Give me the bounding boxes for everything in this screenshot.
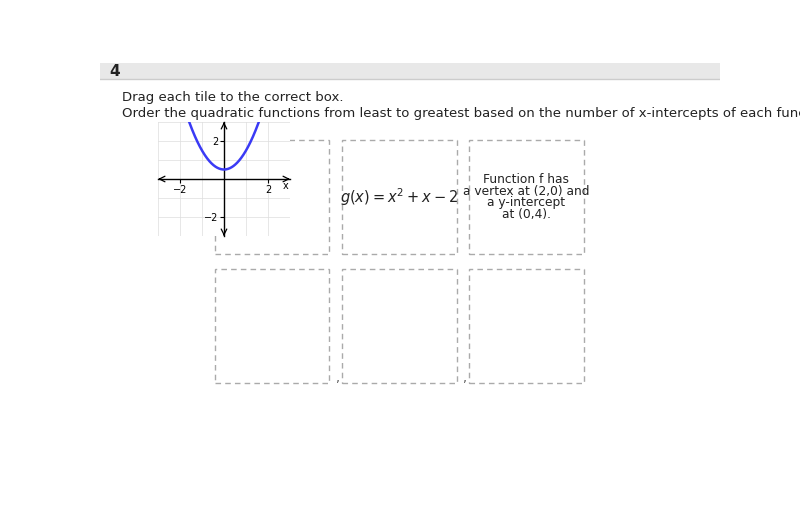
Text: ,: ,: [336, 372, 340, 386]
Bar: [100, 63, 720, 79]
FancyBboxPatch shape: [342, 269, 457, 383]
Text: a y-intercept: a y-intercept: [487, 196, 566, 209]
Text: x: x: [283, 181, 289, 191]
Text: 4: 4: [110, 64, 120, 79]
Text: Order the quadratic functions from least to greatest based on the number of x-in: Order the quadratic functions from least…: [122, 107, 800, 120]
Text: h(x): h(x): [257, 143, 287, 155]
Text: Function f has: Function f has: [483, 173, 570, 186]
FancyBboxPatch shape: [469, 140, 584, 254]
Text: Drag each tile to the correct box.: Drag each tile to the correct box.: [122, 91, 343, 104]
Text: a vertex at (2,0) and: a vertex at (2,0) and: [463, 185, 590, 198]
Text: $g(x) = x^2 + x - 2$: $g(x) = x^2 + x - 2$: [340, 186, 458, 208]
FancyBboxPatch shape: [214, 269, 330, 383]
Text: ,: ,: [463, 372, 467, 386]
FancyBboxPatch shape: [214, 140, 330, 254]
FancyBboxPatch shape: [342, 140, 457, 254]
Text: at (0,4).: at (0,4).: [502, 208, 550, 221]
FancyBboxPatch shape: [469, 269, 584, 383]
